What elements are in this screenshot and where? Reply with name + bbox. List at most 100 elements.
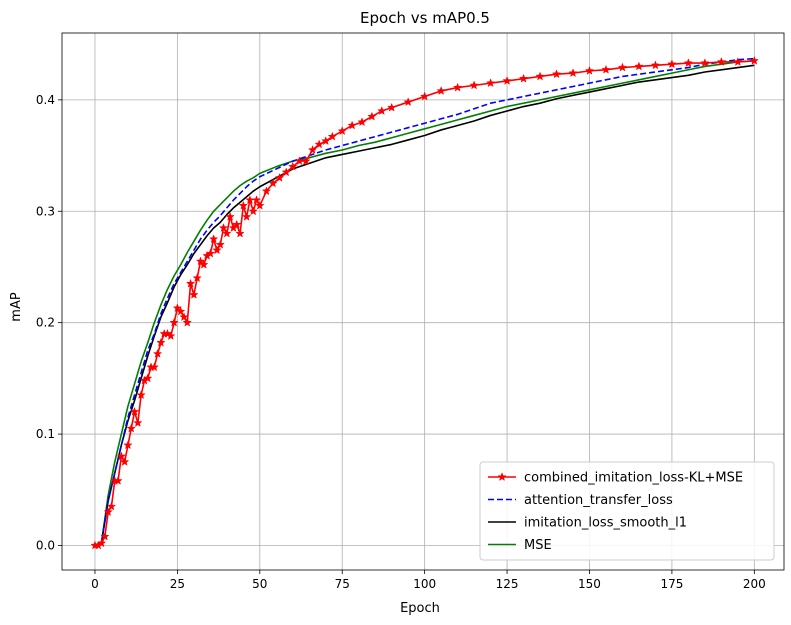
y-tick-label: 0.1 <box>36 427 55 441</box>
series-point-1 <box>337 126 347 136</box>
series-point-1 <box>347 120 357 130</box>
series-point-1 <box>650 60 661 70</box>
chart-title: Epoch vs mAP0.5 <box>360 9 490 27</box>
series-point-1 <box>419 91 430 101</box>
series-point-1 <box>189 289 199 299</box>
series-point-1 <box>215 239 225 249</box>
series-line-2 <box>94 57 755 547</box>
series-point-1 <box>208 234 219 244</box>
series-point-1 <box>232 219 242 229</box>
series-point-1 <box>584 65 595 75</box>
series-point-1 <box>288 161 298 171</box>
y-axis-label: mAP <box>9 292 24 322</box>
series-point-1 <box>235 228 245 238</box>
series-point-1 <box>357 117 367 127</box>
series-point-1 <box>700 58 710 68</box>
series-point-1 <box>199 259 209 269</box>
series-point-1 <box>485 78 496 88</box>
y-tick-label: 0.3 <box>36 204 55 218</box>
series-point-1 <box>100 531 110 541</box>
legend: combined_imitation_loss-KL+MSE attention_… <box>479 461 775 561</box>
series-point-1 <box>152 348 163 358</box>
series-point-1 <box>518 73 529 83</box>
series-point-1 <box>251 195 262 205</box>
series-line-3 <box>94 64 755 547</box>
series-point-1 <box>452 82 463 92</box>
series-point-1 <box>261 186 272 196</box>
legend-box <box>479 461 775 561</box>
legend-marker-1 <box>497 472 507 481</box>
series-point-1 <box>129 406 140 416</box>
series-point-1 <box>156 337 166 347</box>
series-point-1 <box>367 111 377 121</box>
series-point-1 <box>683 58 694 68</box>
series-point-1 <box>238 200 249 210</box>
series-point-1 <box>733 57 743 66</box>
series-point-1 <box>255 200 265 210</box>
series-point-1 <box>192 273 202 283</box>
series-point-1 <box>123 440 133 450</box>
x-tick-label: 150 <box>578 577 601 591</box>
series-point-1 <box>143 373 153 383</box>
series-point-1 <box>535 71 545 81</box>
series-point-1 <box>568 68 578 78</box>
series-point-1 <box>182 317 192 327</box>
series-point-1 <box>176 306 186 316</box>
plot-frame <box>61 32 785 571</box>
series-point-1 <box>502 75 512 85</box>
series-point-1 <box>106 501 117 511</box>
series-point-1 <box>387 102 397 112</box>
series-point-1 <box>136 390 146 400</box>
series-point-1 <box>218 223 229 232</box>
series-point-1 <box>169 317 179 327</box>
series-point-1 <box>166 331 176 341</box>
legend-label-4: MSE <box>524 538 552 553</box>
series-point-1 <box>222 228 232 238</box>
series-point-1 <box>617 62 628 72</box>
x-tick-label: 100 <box>413 577 436 591</box>
series-point-1 <box>96 538 107 548</box>
x-tick-label: 125 <box>496 577 519 591</box>
series-point-1 <box>436 86 446 95</box>
series-point-1 <box>113 475 123 485</box>
series-point-1 <box>225 211 235 221</box>
series-point-1 <box>314 139 324 149</box>
series-point-1 <box>601 64 611 74</box>
series-point-1 <box>103 507 113 517</box>
legend-label-3: imitation_loss_smooth_l1 <box>524 516 687 531</box>
y-tick-label: 0.0 <box>36 538 55 552</box>
x-tick-label: 175 <box>660 577 683 591</box>
series-point-1 <box>133 418 143 427</box>
x-axis-label: Epoch <box>400 601 440 616</box>
series-point-1 <box>321 136 331 146</box>
series-point-1 <box>327 131 338 141</box>
series-point-1 <box>149 362 159 372</box>
series-point-1 <box>551 69 562 79</box>
series-point-1 <box>281 167 291 177</box>
legend-label-2: attention_transfer_loss <box>524 493 673 508</box>
series-point-1 <box>119 457 130 466</box>
legend-label-1: combined_imitation_loss-KL+MSE <box>524 471 743 486</box>
series-point-1 <box>212 245 222 255</box>
x-tick-label: 200 <box>743 577 766 591</box>
series-point-1 <box>126 423 136 433</box>
series-point-1 <box>116 451 127 461</box>
x-tick-label: 50 <box>252 577 267 591</box>
series-point-1 <box>403 97 413 107</box>
series-point-1 <box>268 178 278 188</box>
series-point-1 <box>667 59 677 69</box>
y-tick-label: 0.2 <box>36 316 55 330</box>
series-point-1 <box>205 248 216 258</box>
series-point-1 <box>185 278 196 288</box>
series-point-1 <box>301 156 311 166</box>
series-point-1 <box>634 61 644 71</box>
x-tick-label: 25 <box>170 577 185 591</box>
series-point-1 <box>179 312 189 322</box>
axes: 0 25 50 75 100 125 150 175 200 0.0 0.1 0.2 0.3 0.4 <box>36 32 785 591</box>
series-point-1 <box>307 145 318 154</box>
series-group <box>90 55 759 550</box>
series-point-1 <box>248 206 258 216</box>
series-point-1 <box>377 106 387 115</box>
